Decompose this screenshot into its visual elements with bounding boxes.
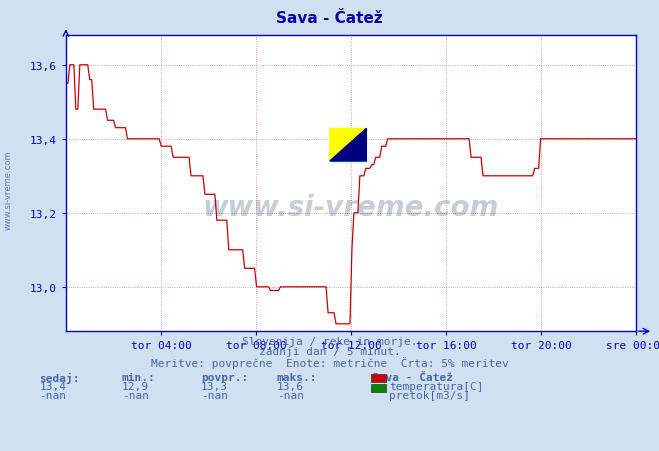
Text: maks.:: maks.: [277,372,317,382]
Polygon shape [330,129,366,161]
Text: www.si-vreme.com: www.si-vreme.com [3,150,13,229]
Text: -nan: -nan [201,391,228,400]
Text: 13,4: 13,4 [40,381,67,391]
Text: pretok[m3/s]: pretok[m3/s] [389,391,470,400]
Text: temperatura[C]: temperatura[C] [389,381,483,391]
Text: povpr.:: povpr.: [201,372,248,382]
Text: Slovenija / reke in morje.: Slovenija / reke in morje. [242,336,417,346]
Text: Meritve: povprečne  Enote: metrične  Črta: 5% meritev: Meritve: povprečne Enote: metrične Črta:… [151,356,508,368]
Text: sedaj:: sedaj: [40,372,80,383]
Text: Sava - Čatež: Sava - Čatež [372,372,453,382]
Text: 13,6: 13,6 [277,381,304,391]
Text: 12,9: 12,9 [122,381,149,391]
Text: www.si-vreme.com: www.si-vreme.com [203,193,499,221]
Text: Sava - Čatež: Sava - Čatež [276,11,383,26]
Text: zadnji dan / 5 minut.: zadnji dan / 5 minut. [258,346,401,356]
Text: -nan: -nan [122,391,149,400]
Bar [330,129,366,161]
Text: 13,3: 13,3 [201,381,228,391]
Text: -nan: -nan [40,391,67,400]
Polygon shape [330,129,366,161]
Polygon shape [330,129,366,161]
Text: -nan: -nan [277,391,304,400]
Text: min.:: min.: [122,372,156,382]
